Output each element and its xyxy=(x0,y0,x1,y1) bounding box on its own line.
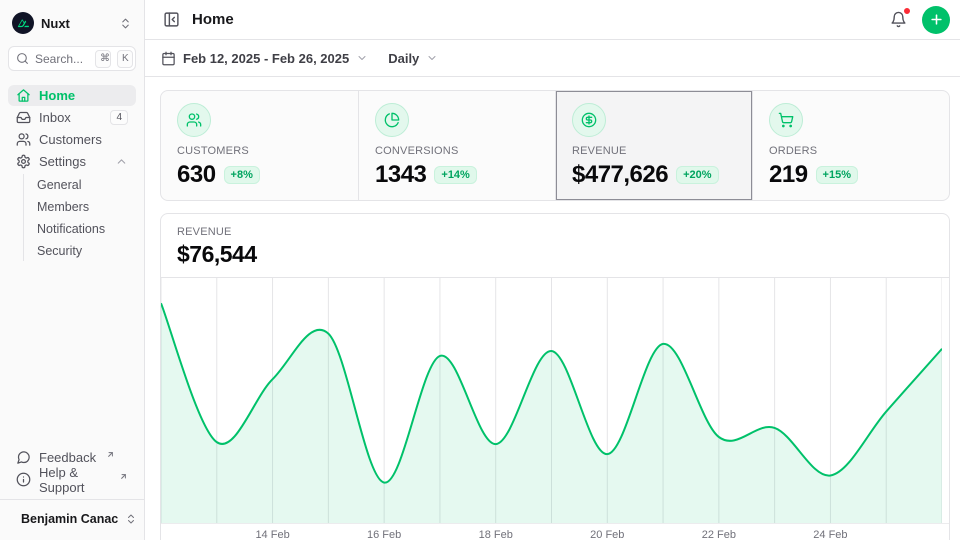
x-axis-tick: 20 Feb xyxy=(590,529,625,540)
stat-delta-badge: +8% xyxy=(223,166,260,184)
stat-value: $477,626 xyxy=(572,161,669,188)
external-link-icon xyxy=(106,450,115,459)
sidebar-item-security[interactable]: Security xyxy=(37,243,83,258)
add-button[interactable] xyxy=(922,5,950,34)
stat-delta-badge: +14% xyxy=(434,166,477,184)
page-header: Home xyxy=(145,0,960,40)
stat-label: ORDERS xyxy=(769,145,818,157)
stat-card-orders[interactable]: ORDERS 219 +15% xyxy=(752,91,949,200)
external-link-icon xyxy=(119,472,128,481)
inbox-count-badge: 4 xyxy=(110,110,128,125)
circle-dollar-icon xyxy=(572,103,606,137)
stat-card-revenue[interactable]: REVENUE $477,626 +20% xyxy=(555,91,752,200)
chart-header: REVENUE $76,544 xyxy=(161,214,949,277)
sidebar-item-inbox[interactable]: Inbox 4 xyxy=(8,107,136,128)
chart-x-axis: 14 Feb 16 Feb 18 Feb 20 Feb 22 Feb 24 Feb xyxy=(161,524,942,540)
sidebar-item-customers[interactable]: Customers xyxy=(8,129,136,150)
stat-label: CONVERSIONS xyxy=(375,145,459,157)
sidebar: Nuxt ⌘ K Home Inbox 4 Customers Settings xyxy=(0,0,145,540)
sidebar-item-members[interactable]: Members xyxy=(37,199,90,214)
chevron-down-icon xyxy=(426,52,438,64)
shopping-cart-icon xyxy=(769,103,803,137)
plus-icon xyxy=(930,14,942,25)
users-icon xyxy=(177,103,211,137)
revenue-chart-card: REVENUE $76,544 14 Feb 16 Feb 18 Feb 20 Feb… xyxy=(160,213,950,540)
workspace-switcher[interactable]: Nuxt xyxy=(8,8,136,46)
stat-value: 1343 xyxy=(375,161,427,188)
kbd-cmd: ⌘ xyxy=(95,49,111,68)
divider xyxy=(0,499,144,500)
x-axis-tick: 22 Feb xyxy=(701,529,736,540)
sidebar-item-label: Settings xyxy=(39,154,86,169)
stat-label: REVENUE xyxy=(572,145,627,157)
sidebar-item-label: Customers xyxy=(39,132,102,147)
chart-current-value: $76,544 xyxy=(177,241,257,267)
stat-label: CUSTOMERS xyxy=(177,145,249,157)
inbox-icon xyxy=(16,110,31,125)
sidebar-nav: Home Inbox 4 Customers Settings General … xyxy=(8,85,136,263)
sidebar-item-notifications[interactable]: Notifications xyxy=(37,221,106,236)
kbd-k: K xyxy=(117,49,133,68)
date-range-label: Feb 12, 2025 - Feb 26, 2025 xyxy=(183,50,350,66)
panel-left-close-icon xyxy=(164,12,179,27)
revenue-area-chart[interactable] xyxy=(161,277,949,524)
stat-card-customers[interactable]: CUSTOMERS 630 +8% xyxy=(161,91,358,200)
page-title: Home xyxy=(192,11,234,28)
search-input[interactable] xyxy=(35,51,89,66)
sidebar-item-label: Help & Support xyxy=(39,464,85,495)
workspace-name: Nuxt xyxy=(41,15,70,31)
calendar-icon xyxy=(161,51,176,66)
chevrons-up-down-icon xyxy=(125,513,137,525)
x-axis-tick: 18 Feb xyxy=(478,529,513,540)
sidebar-item-help-support[interactable]: Help & Support xyxy=(8,465,136,495)
user-name: Benjamin Canac xyxy=(21,512,119,526)
granularity-select[interactable]: Daily xyxy=(388,51,438,66)
sidebar-item-home[interactable]: Home xyxy=(8,85,136,106)
info-circle-icon xyxy=(16,472,31,487)
sidebar-item-general[interactable]: General xyxy=(37,177,82,192)
bell-icon xyxy=(891,11,906,28)
stat-delta-badge: +15% xyxy=(815,166,858,184)
sidebar-item-feedback[interactable]: Feedback xyxy=(8,447,136,468)
date-range-picker[interactable]: Feb 12, 2025 - Feb 26, 2025 xyxy=(161,51,368,66)
stat-value: 630 xyxy=(177,161,216,188)
notification-dot xyxy=(903,7,911,15)
home-icon xyxy=(16,88,31,103)
user-menu[interactable]: Benjamin Canac xyxy=(8,506,136,532)
gear-icon xyxy=(16,154,31,169)
nuxt-logo-icon xyxy=(12,12,34,34)
stat-card-conversions[interactable]: CONVERSIONS 1343 +14% xyxy=(358,91,555,200)
chevron-down-icon xyxy=(356,52,368,64)
x-axis-tick: 14 Feb xyxy=(255,529,290,540)
stat-value: 219 xyxy=(769,161,808,188)
sidebar-item-settings[interactable]: Settings xyxy=(8,151,136,172)
users-icon xyxy=(16,132,31,147)
search-icon xyxy=(16,52,29,65)
stat-delta-badge: +20% xyxy=(676,166,719,184)
x-axis-tick: 16 Feb xyxy=(367,529,402,540)
filters-toolbar: Feb 12, 2025 - Feb 26, 2025 Daily xyxy=(145,40,960,77)
x-axis-tick: 24 Feb xyxy=(813,529,848,540)
stats-row: CUSTOMERS 630 +8% CONVERSIONS 1343 +14% … xyxy=(160,90,950,201)
sidebar-item-label: Inbox xyxy=(39,110,71,125)
sidebar-item-label: Feedback xyxy=(39,450,97,465)
speech-bubble-icon xyxy=(16,450,31,465)
chevron-up-icon xyxy=(115,155,128,168)
notifications-button[interactable] xyxy=(888,7,911,30)
settings-submenu: General Members Notifications Security xyxy=(23,174,136,261)
sidebar-item-label: Home xyxy=(39,88,76,103)
granularity-label: Daily xyxy=(388,50,420,66)
main-area: Home Feb 12, 2025 - Feb 26, 2025 Daily xyxy=(145,0,960,540)
collapse-sidebar-button[interactable] xyxy=(161,9,182,30)
sidebar-spacer xyxy=(8,263,136,447)
revenue-chart-svg xyxy=(161,278,942,523)
chart-pie-icon xyxy=(375,103,409,137)
chart-title: REVENUE xyxy=(177,226,232,238)
page-content: CUSTOMERS 630 +8% CONVERSIONS 1343 +14% … xyxy=(145,77,960,540)
search-input-wrap[interactable]: ⌘ K xyxy=(8,46,136,71)
chevrons-up-down-icon xyxy=(119,17,132,30)
